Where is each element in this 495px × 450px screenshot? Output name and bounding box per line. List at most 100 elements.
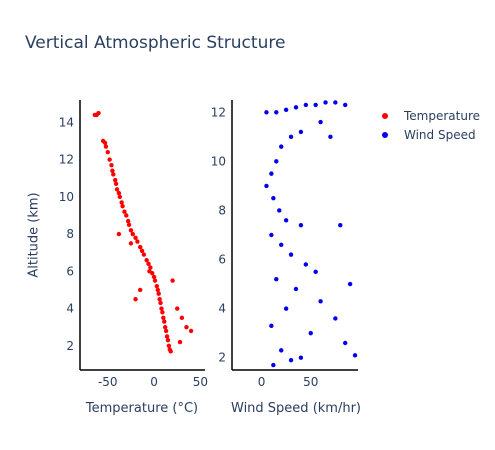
data-point-wind-speed[interactable]: [274, 276, 279, 282]
data-point-temperature[interactable]: [152, 278, 158, 283]
data-point-wind-speed[interactable]: [293, 105, 299, 110]
data-point-temperature[interactable]: [184, 324, 189, 330]
data-point-wind-speed[interactable]: [288, 252, 294, 257]
data-point-temperature[interactable]: [156, 291, 161, 296]
data-point-temperature[interactable]: [165, 338, 171, 343]
data-point-temperature[interactable]: [161, 315, 166, 321]
data-point-wind-speed[interactable]: [323, 100, 328, 105]
data-point-temperature[interactable]: [160, 310, 165, 315]
data-point-temperature[interactable]: [157, 297, 162, 302]
data-point-wind-speed[interactable]: [328, 134, 333, 140]
data-point-temperature[interactable]: [116, 190, 122, 196]
data-point-temperature[interactable]: [166, 343, 172, 348]
data-point-wind-speed[interactable]: [313, 269, 318, 275]
data-point-wind-speed[interactable]: [279, 242, 284, 248]
data-point-wind-speed[interactable]: [288, 134, 294, 140]
data-point-temperature[interactable]: [117, 194, 123, 200]
data-point-temperature[interactable]: [114, 187, 120, 192]
data-point-temperature[interactable]: [125, 218, 131, 224]
data-point-wind-speed[interactable]: [318, 299, 323, 304]
data-point-wind-speed[interactable]: [298, 129, 304, 135]
data-point-wind-speed[interactable]: [303, 262, 309, 267]
data-point-wind-speed[interactable]: [288, 357, 294, 363]
data-point-wind-speed[interactable]: [338, 222, 343, 228]
data-point-wind-speed[interactable]: [283, 218, 289, 223]
data-point-wind-speed[interactable]: [308, 330, 313, 336]
data-point-temperature[interactable]: [162, 324, 168, 330]
data-point-wind-speed[interactable]: [333, 316, 338, 321]
data-point-wind-speed[interactable]: [293, 286, 299, 292]
data-point-temperature[interactable]: [111, 172, 116, 177]
data-point-temperature[interactable]: [141, 252, 147, 257]
data-point-temperature[interactable]: [103, 144, 109, 149]
data-point-temperature[interactable]: [135, 239, 140, 244]
data-point-temperature[interactable]: [151, 274, 157, 280]
data-point-temperature[interactable]: [158, 300, 163, 306]
data-point-temperature[interactable]: [128, 241, 134, 246]
data-point-temperature[interactable]: [96, 110, 101, 116]
data-point-temperature[interactable]: [147, 269, 152, 274]
data-point-temperature[interactable]: [105, 149, 110, 155]
data-point-temperature[interactable]: [119, 200, 124, 205]
data-point-temperature[interactable]: [126, 222, 132, 227]
data-point-temperature[interactable]: [133, 235, 138, 240]
data-point-wind-speed[interactable]: [318, 119, 323, 125]
data-point-wind-speed[interactable]: [298, 355, 304, 360]
data-point-wind-speed[interactable]: [313, 102, 318, 108]
data-point-temperature[interactable]: [133, 297, 138, 302]
data-point-temperature[interactable]: [92, 112, 98, 118]
data-point-wind-speed[interactable]: [333, 100, 338, 105]
data-point-wind-speed[interactable]: [279, 144, 284, 149]
data-point-temperature[interactable]: [137, 287, 143, 293]
data-point-wind-speed[interactable]: [264, 110, 269, 115]
data-point-temperature[interactable]: [116, 231, 122, 237]
data-point-wind-speed[interactable]: [343, 102, 348, 108]
data-point-temperature[interactable]: [107, 157, 112, 162]
data-point-temperature[interactable]: [113, 181, 119, 186]
data-point-wind-speed[interactable]: [347, 281, 353, 287]
data-point-temperature[interactable]: [188, 328, 194, 334]
legend-item-wind-speed[interactable]: Wind Speed: [378, 125, 480, 144]
data-point-wind-speed[interactable]: [274, 159, 279, 164]
data-point-temperature[interactable]: [159, 306, 164, 311]
data-point-temperature[interactable]: [164, 334, 170, 339]
data-point-wind-speed[interactable]: [283, 306, 289, 311]
data-point-wind-speed[interactable]: [271, 195, 276, 201]
data-point-temperature[interactable]: [130, 231, 135, 237]
data-point-temperature[interactable]: [139, 248, 145, 254]
data-point-temperature[interactable]: [154, 284, 160, 289]
data-point-wind-speed[interactable]: [274, 110, 279, 115]
data-point-wind-speed[interactable]: [269, 323, 274, 329]
data-point-wind-speed[interactable]: [279, 348, 284, 353]
data-point-temperature[interactable]: [168, 349, 173, 354]
data-point-temperature[interactable]: [163, 328, 169, 334]
data-point-wind-speed[interactable]: [352, 353, 358, 358]
data-point-temperature[interactable]: [128, 228, 134, 233]
data-point-wind-speed[interactable]: [277, 208, 282, 213]
data-point-temperature[interactable]: [137, 244, 143, 250]
data-point-wind-speed[interactable]: [264, 183, 269, 189]
data-point-wind-speed[interactable]: [269, 232, 274, 238]
data-point-wind-speed[interactable]: [269, 171, 274, 176]
data-point-temperature[interactable]: [110, 168, 115, 173]
data-point-temperature[interactable]: [120, 203, 125, 209]
data-point-temperature[interactable]: [122, 209, 127, 214]
data-point-wind-speed[interactable]: [303, 102, 309, 108]
data-point-wind-speed[interactable]: [271, 362, 276, 368]
data-point-temperature[interactable]: [155, 287, 160, 293]
data-point-wind-speed[interactable]: [343, 340, 348, 346]
data-point-temperature[interactable]: [177, 339, 183, 345]
legend-item-temperature[interactable]: Temperature: [378, 106, 480, 125]
data-point-temperature[interactable]: [102, 140, 108, 146]
data-point-temperature[interactable]: [162, 319, 167, 324]
data-point-wind-speed[interactable]: [283, 107, 289, 113]
data-point-wind-speed[interactable]: [298, 222, 304, 228]
data-point-temperature[interactable]: [144, 257, 149, 263]
data-point-temperature[interactable]: [109, 162, 114, 168]
data-point-temperature[interactable]: [124, 213, 129, 218]
data-point-temperature[interactable]: [170, 278, 175, 283]
data-point-temperature[interactable]: [179, 315, 185, 321]
data-point-temperature[interactable]: [148, 265, 153, 270]
data-point-temperature[interactable]: [175, 306, 180, 311]
data-point-temperature[interactable]: [146, 261, 151, 267]
